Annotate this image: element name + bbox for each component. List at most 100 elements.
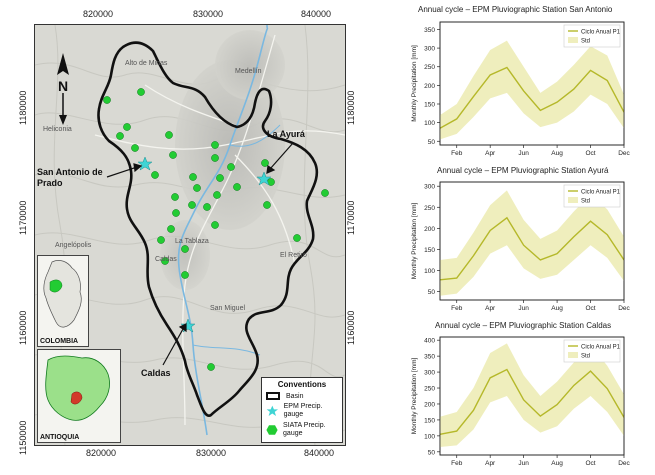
siata-gauge-marker — [227, 163, 235, 171]
siata-gauge-marker — [181, 245, 189, 253]
y-tick-label: 150 — [424, 247, 435, 254]
colombia-silhouette — [43, 260, 82, 328]
chart-caldas: 50 100 150 200 250 300 350 400 Feb Apr Jun Aug Oct De… — [411, 336, 631, 467]
y-tick-label: 300 — [424, 46, 435, 53]
siata-gauge-marker — [211, 141, 219, 149]
x-tick-label: Aug — [551, 305, 563, 312]
basin-swatch-icon — [266, 392, 280, 400]
legend-band-label: Std — [581, 354, 590, 360]
siata-gauge-marker — [137, 88, 145, 96]
std-band — [440, 343, 624, 448]
x-tick-label: Dec — [618, 150, 630, 157]
legend-line-label: Ciclo Anual P1 — [581, 30, 621, 36]
chart-title: Annual cycle – EPM Pluviographic Station… — [418, 5, 613, 14]
siata-gauge-marker — [203, 203, 211, 211]
siata-gauge-marker — [169, 151, 177, 159]
legend-band-label: Std — [581, 39, 590, 45]
siata-gauge-marker — [211, 221, 219, 229]
x-tick-label: Aug — [551, 460, 563, 467]
y-tick-label: 1170000 — [18, 200, 28, 235]
legend-title: Conventions — [277, 380, 327, 389]
y-tick-label: 1180000 — [18, 90, 28, 125]
siata-gauge-marker — [233, 183, 241, 191]
y-tick-label: 200 — [424, 83, 435, 90]
std-band — [440, 40, 624, 140]
river-line — [229, 124, 281, 147]
siata-gauge-marker — [261, 159, 269, 167]
plot-border — [439, 21, 625, 146]
y-tick-label: 100 — [424, 433, 435, 440]
y-tick-label: 150 — [424, 417, 435, 424]
siata-gauge-marker — [211, 154, 219, 162]
chart-title: Annual cycle – EPM Pluviographic Station… — [435, 321, 612, 330]
north-arrow: N — [57, 53, 69, 125]
basin-map: Medellín Heliconia La Tablaza Caldas San… — [34, 24, 346, 446]
y-tick-label: 1160000 — [18, 310, 28, 345]
chart-legend — [563, 24, 621, 48]
chart-san-antonio: 50 100 150 200 250 300 350 Feb Apr Jun Aug Oct Dec Mo… — [411, 21, 631, 157]
x-tick-label: 830000 — [196, 448, 227, 458]
y-tick-label: 300 — [424, 184, 435, 191]
chart-title: Annual cycle – EPM Pluviographic Station… — [437, 166, 609, 175]
x-tick-label: Jun — [518, 150, 529, 157]
siata-gauge-marker — [151, 171, 159, 179]
y-tick-label: 1180000 — [346, 90, 356, 125]
siata-gauge-marker — [167, 225, 175, 233]
y-tick-label: 250 — [424, 386, 435, 393]
basin-boundary — [97, 41, 319, 417]
legend-basin-label: Basin — [286, 392, 304, 400]
siata-gauge-marker — [123, 123, 131, 131]
y-tick-label: 1160000 — [346, 310, 356, 345]
y-tick-label: 150 — [424, 102, 435, 109]
siata-gauge-marker — [321, 189, 329, 197]
siata-gauge-marker — [116, 132, 124, 140]
epm-gauge-star — [137, 156, 153, 171]
y-tick-label: 350 — [424, 354, 435, 361]
siata-gauges — [103, 88, 329, 371]
map-legend: Conventions Basin EPM Precip. gauge SIAT… — [261, 377, 343, 443]
x-tick-label: Apr — [485, 305, 496, 312]
y-tick-label: 50 — [428, 139, 436, 146]
y-tick-label: 250 — [424, 205, 435, 212]
std-band — [440, 190, 624, 296]
legend-line-label: Ciclo Anual P1 — [581, 190, 621, 196]
y-tick-label: 100 — [424, 268, 435, 275]
antioquia-silhouette — [45, 355, 110, 421]
y-tick-label: 1170000 — [346, 200, 356, 235]
y-tick-label: 400 — [424, 338, 435, 345]
north-label: N — [58, 78, 68, 94]
town-label: Heliconia — [43, 126, 72, 133]
town-label: La Tablaza — [175, 238, 209, 245]
x-tick-label: Feb — [451, 460, 463, 467]
x-tick-label: Dec — [618, 460, 630, 467]
y-axis-label: Monthly Precipitation [mm] — [411, 203, 418, 280]
x-tick-label: 830000 — [193, 9, 224, 19]
y-axis-label: Monthly Precipitation [mm] — [411, 358, 418, 435]
town-label: Alto de Minas — [125, 60, 168, 67]
urban-area — [160, 220, 210, 290]
siata-gauge-marker — [103, 96, 111, 104]
x-tick-label: Apr — [485, 150, 496, 157]
town-label: El Retiro — [280, 252, 307, 259]
siata-hexagon-icon — [266, 425, 278, 435]
siata-gauge-marker — [181, 271, 189, 279]
siata-gauge-marker — [161, 257, 169, 265]
x-tick-label: Jun — [518, 460, 529, 467]
plot-border — [439, 181, 625, 301]
x-tick-label: Feb — [451, 305, 463, 312]
callout-caldas: Caldas — [141, 368, 171, 378]
legend-band-swatch — [568, 197, 578, 203]
chart-legend — [563, 339, 621, 363]
callout-arrows — [106, 142, 294, 366]
siata-gauge-marker — [293, 234, 301, 242]
x-tick-label: 820000 — [83, 9, 114, 19]
x-tick-label: Jun — [518, 305, 529, 312]
y-tick-label: 200 — [424, 401, 435, 408]
chart-ayura: 50 100 150 200 250 300 Feb Apr Jun Aug Oct Dec Month… — [411, 181, 631, 312]
siata-gauge-marker — [193, 184, 201, 192]
siata-gauge-marker — [172, 209, 180, 217]
epm-gauge-star — [256, 171, 272, 186]
x-tick-label: Aug — [551, 150, 563, 157]
siata-gauge-marker — [131, 144, 139, 152]
x-tick-label: 840000 — [301, 9, 332, 19]
